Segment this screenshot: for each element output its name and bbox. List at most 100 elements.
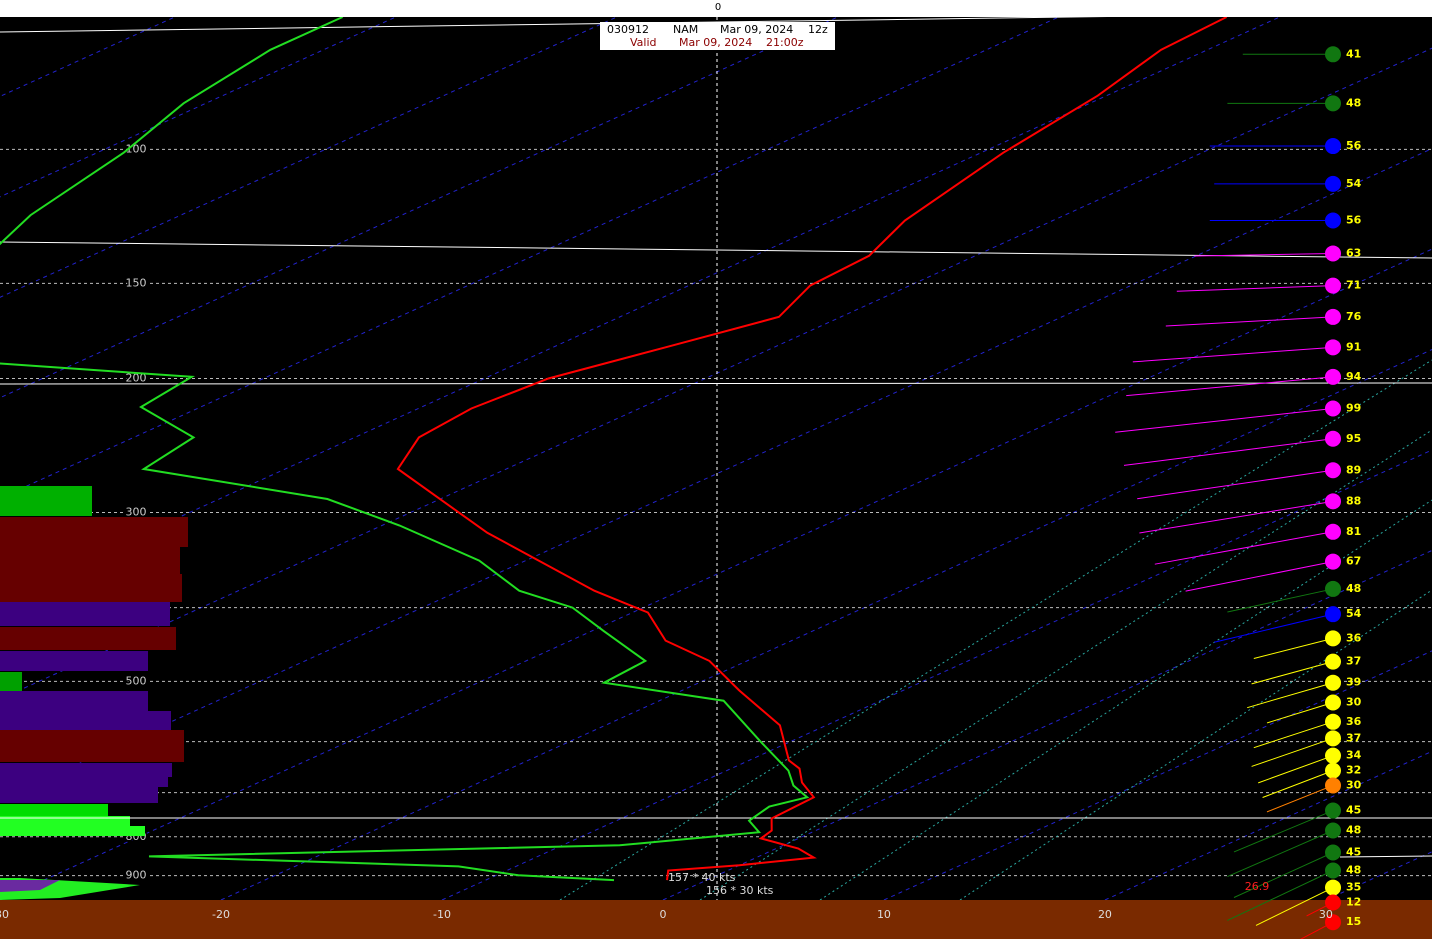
y-tick-label: 500 bbox=[126, 674, 147, 687]
wind-vector bbox=[1154, 531, 1334, 565]
wind-vector bbox=[1137, 469, 1334, 500]
bar bbox=[0, 777, 168, 787]
wind-dot bbox=[1325, 46, 1341, 63]
wind-vector bbox=[1123, 438, 1334, 466]
isotherm bbox=[1104, 750, 1432, 901]
wind-vector bbox=[1227, 830, 1334, 878]
wind-speed-label: 32 bbox=[1346, 764, 1361, 777]
wind-speed-label: 48 bbox=[1346, 96, 1361, 109]
x-tick-label: 0 bbox=[659, 908, 666, 921]
header-box: 030912 NAM Mar 09, 2024 12z Valid Mar 09… bbox=[600, 22, 835, 50]
wind-vector bbox=[1266, 784, 1334, 813]
wind-speed-label: 94 bbox=[1346, 370, 1362, 383]
wind-vector bbox=[1139, 500, 1334, 534]
wind-dot bbox=[1325, 674, 1341, 691]
wind-speed-label: 37 bbox=[1346, 731, 1361, 744]
bar bbox=[0, 672, 22, 691]
isotherm bbox=[662, 549, 1432, 901]
bar bbox=[0, 486, 92, 516]
wind-dot bbox=[1325, 368, 1341, 385]
isotherm bbox=[0, 16, 838, 399]
bar bbox=[0, 711, 171, 730]
wind-dot bbox=[1325, 523, 1341, 540]
wind-dot bbox=[1325, 730, 1341, 747]
wind-speed-label: 30 bbox=[1346, 778, 1362, 791]
y-tick-label: 300 bbox=[126, 506, 147, 519]
wind-speed-label: 48 bbox=[1346, 864, 1361, 877]
storm-motion: 157 * 40 kts bbox=[668, 871, 736, 884]
wind-speed-label: 63 bbox=[1346, 246, 1361, 259]
wind-speed-label: 45 bbox=[1346, 845, 1361, 858]
wind-dot bbox=[1325, 580, 1341, 597]
x-tick-label: 20 bbox=[1098, 908, 1112, 921]
wind-speed-label: 81 bbox=[1346, 525, 1361, 538]
bar bbox=[0, 804, 108, 816]
bar bbox=[0, 602, 170, 626]
wind-vector bbox=[1115, 408, 1334, 433]
wind-vector bbox=[1194, 252, 1334, 257]
wind-speed-label: 15 bbox=[1346, 915, 1361, 928]
init-hour: 12z bbox=[808, 23, 828, 36]
isotherm bbox=[0, 16, 1059, 499]
wind-dot bbox=[1325, 493, 1341, 510]
wind-vector bbox=[1132, 346, 1334, 363]
wind-speed-label: 56 bbox=[1346, 139, 1362, 152]
wind-vector bbox=[1251, 661, 1334, 685]
level-line bbox=[0, 382, 1432, 385]
valid-time: 21:00z bbox=[766, 36, 804, 49]
wind-dot bbox=[1325, 862, 1341, 879]
x-tick-label: 10 bbox=[877, 908, 891, 921]
wind-speed-label: 76 bbox=[1346, 310, 1362, 323]
bar bbox=[0, 691, 148, 711]
isotherm bbox=[441, 449, 1432, 901]
wind-dot bbox=[1325, 308, 1341, 325]
top-value: 0 bbox=[715, 2, 721, 13]
wind-dot bbox=[1325, 606, 1341, 623]
y-tick-label: 150 bbox=[126, 276, 147, 289]
wind-vector bbox=[1227, 588, 1334, 613]
wind-dot bbox=[1325, 822, 1341, 839]
isotherm bbox=[220, 348, 1432, 901]
wind-speed-label: 45 bbox=[1346, 804, 1361, 817]
wind-vector bbox=[1255, 887, 1334, 926]
wind-speed-label: 34 bbox=[1346, 749, 1362, 762]
wind-vector bbox=[1233, 810, 1334, 853]
wind-vector bbox=[1253, 721, 1334, 749]
bar bbox=[0, 651, 148, 671]
wind-speed-label: 41 bbox=[1346, 47, 1361, 60]
wind-dot bbox=[1325, 430, 1341, 447]
wind-vector bbox=[1253, 637, 1334, 660]
isotherm bbox=[0, 16, 396, 198]
profiles bbox=[0, 16, 1228, 882]
cloud-bars bbox=[0, 486, 188, 900]
bar bbox=[0, 517, 188, 547]
wind-dot bbox=[1325, 95, 1341, 112]
wind-speed-label: 71 bbox=[1346, 279, 1361, 292]
wind-vector bbox=[1247, 682, 1334, 709]
bar bbox=[0, 787, 158, 803]
wind-speed-label: 48 bbox=[1346, 582, 1361, 595]
adiabats bbox=[559, 359, 1432, 901]
wind-vector bbox=[1214, 613, 1334, 643]
bar bbox=[0, 627, 176, 650]
x-tick-label: 30 bbox=[1319, 908, 1333, 921]
dewpoint-line bbox=[0, 16, 810, 882]
wind-dot bbox=[1325, 914, 1341, 931]
run: 030912 bbox=[607, 23, 649, 36]
wind-dot bbox=[1325, 879, 1341, 896]
wind-dot bbox=[1325, 653, 1341, 670]
wind-vector bbox=[1185, 561, 1334, 592]
wind-dot bbox=[1325, 175, 1341, 192]
wind-dot bbox=[1325, 630, 1341, 647]
wind-speed-label: 95 bbox=[1346, 432, 1361, 445]
wind-dot bbox=[1325, 138, 1341, 155]
bar bbox=[0, 730, 184, 762]
wind-vector bbox=[1266, 702, 1334, 724]
tropopause-line bbox=[0, 241, 1432, 259]
wind-dot bbox=[1325, 339, 1341, 356]
wind-dot bbox=[1325, 713, 1341, 730]
wind-dot bbox=[1325, 245, 1341, 262]
wind-vector bbox=[1233, 852, 1334, 898]
